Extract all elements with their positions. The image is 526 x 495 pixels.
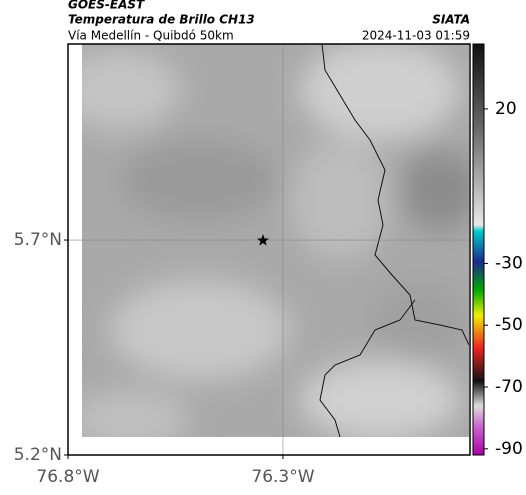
map-frame [67,43,471,456]
lat-tick-label: 5.7°N [14,230,62,250]
colorbar-tick-label: -70 [495,377,523,397]
colorbar-tick-label: -50 [495,315,523,335]
colorbar-tick-label: 20 [495,99,517,119]
lat-tick-label: 5.2°N [14,445,62,465]
lon-tick-label: 76.8°W [36,467,99,487]
colorbar-tick-label: -90 [495,439,523,459]
title: GOES-EAST [68,0,145,12]
lon-tick-label: 76.3°W [251,467,314,487]
source: SIATA [432,13,470,27]
datetime: 2024-11-03 01:59 [362,29,470,43]
location-star [257,234,269,246]
location: Vía Medellín - Quibdó 50km [68,29,234,43]
border-line [319,44,469,437]
satellite-image [82,44,469,437]
subtitle: Temperatura de Brillo CH13 [68,13,255,27]
colorbar-tick-label: -30 [495,253,523,273]
colorbar [472,43,485,456]
